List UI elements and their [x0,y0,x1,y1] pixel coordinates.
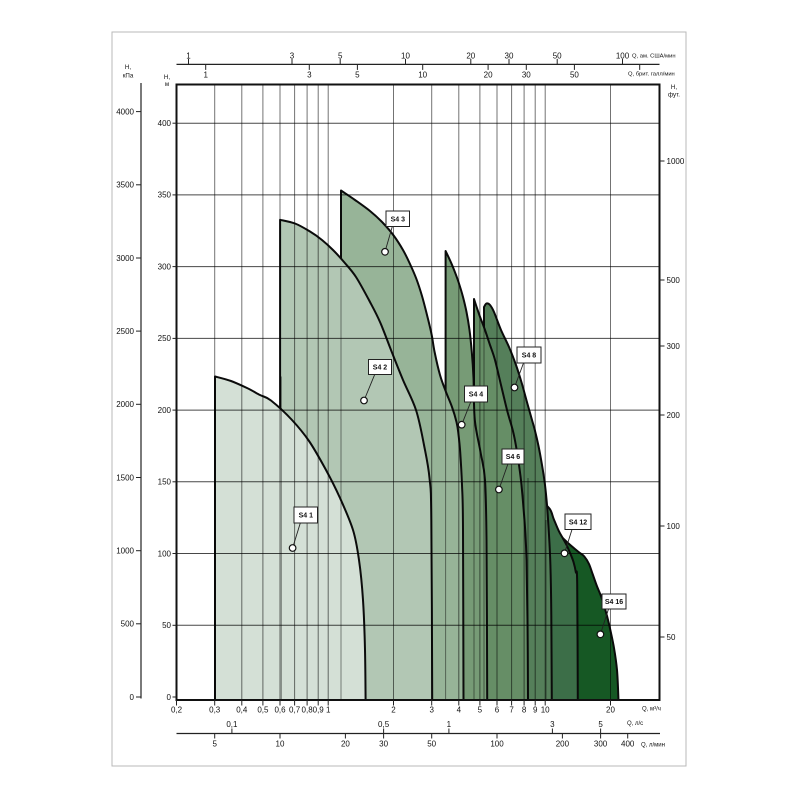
svg-text:Q, брит. галл/мин: Q, брит. галл/мин [628,72,675,78]
svg-text:50: 50 [553,52,562,61]
svg-text:S4 2: S4 2 [373,365,388,372]
svg-text:0,8: 0,8 [302,706,314,715]
svg-text:30: 30 [522,71,531,80]
svg-text:500: 500 [121,620,135,629]
svg-text:S4 3: S4 3 [391,216,406,223]
svg-text:S4 8: S4 8 [522,353,537,360]
svg-text:2000: 2000 [116,400,134,409]
svg-text:50: 50 [667,633,676,642]
svg-text:S4 12: S4 12 [569,519,587,526]
svg-text:1000: 1000 [667,157,685,166]
svg-text:150: 150 [158,478,172,487]
svg-text:350: 350 [158,191,172,200]
svg-text:100: 100 [667,522,681,531]
svg-text:300: 300 [158,262,172,271]
svg-text:250: 250 [158,334,172,343]
svg-text:0,4: 0,4 [236,706,248,715]
svg-text:5: 5 [478,706,483,715]
svg-text:50: 50 [570,71,579,80]
svg-text:1500: 1500 [116,473,134,482]
svg-text:0,3: 0,3 [209,706,221,715]
svg-text:1000: 1000 [116,547,134,556]
svg-text:0,6: 0,6 [274,706,286,715]
svg-text:100: 100 [158,549,172,558]
svg-text:10: 10 [541,706,550,715]
svg-text:100: 100 [490,740,504,749]
svg-text:20: 20 [484,71,493,80]
svg-text:Q, м³/ч: Q, м³/ч [642,707,661,713]
svg-text:50: 50 [427,740,436,749]
svg-text:0: 0 [167,693,172,702]
svg-text:0,5: 0,5 [378,720,390,729]
svg-text:0,7: 0,7 [289,706,301,715]
svg-text:1: 1 [326,706,331,715]
svg-text:300: 300 [594,740,608,749]
svg-text:Q, л/с: Q, л/с [627,721,643,727]
svg-text:200: 200 [556,740,570,749]
svg-text:фут.: фут. [668,92,680,99]
svg-text:5: 5 [598,720,603,729]
svg-text:30: 30 [379,740,388,749]
svg-text:кПа: кПа [123,73,134,80]
svg-text:S4 1: S4 1 [299,513,314,520]
svg-text:4: 4 [457,706,462,715]
svg-text:3: 3 [290,52,295,61]
svg-text:7: 7 [509,706,514,715]
svg-text:0,9: 0,9 [313,706,325,715]
svg-text:S4 6: S4 6 [506,454,521,461]
svg-text:400: 400 [158,119,172,128]
svg-text:3000: 3000 [116,254,134,263]
svg-text:10: 10 [418,71,427,80]
svg-text:200: 200 [158,406,172,415]
svg-text:S4 4: S4 4 [469,392,484,399]
svg-text:0,1: 0,1 [226,720,238,729]
svg-text:300: 300 [667,342,681,351]
svg-text:20: 20 [466,52,475,61]
svg-text:10: 10 [401,52,410,61]
svg-text:H,: H, [164,74,170,81]
svg-text:100: 100 [616,52,630,61]
svg-text:2500: 2500 [116,327,134,336]
svg-text:10: 10 [276,740,285,749]
svg-text:2: 2 [391,706,396,715]
svg-text:1: 1 [447,720,452,729]
svg-text:5: 5 [338,52,343,61]
svg-text:3: 3 [307,71,312,80]
svg-text:S4 16: S4 16 [605,599,623,606]
svg-text:200: 200 [667,411,681,420]
svg-text:Q, ам. США/мин: Q, ам. США/мин [632,54,676,60]
svg-text:м: м [165,81,169,88]
svg-text:5: 5 [355,71,360,80]
svg-text:1: 1 [203,71,208,80]
svg-text:H,: H, [125,64,131,71]
svg-text:20: 20 [341,740,350,749]
svg-text:H,: H, [671,84,677,91]
svg-text:20: 20 [606,706,615,715]
svg-text:3: 3 [550,720,555,729]
svg-text:9: 9 [533,706,538,715]
svg-text:5: 5 [212,740,217,749]
svg-text:500: 500 [667,276,681,285]
svg-text:3500: 3500 [116,181,134,190]
svg-text:0,5: 0,5 [257,706,269,715]
svg-text:0,2: 0,2 [171,706,183,715]
svg-text:4000: 4000 [116,107,134,116]
svg-text:3: 3 [429,706,434,715]
svg-text:30: 30 [505,52,514,61]
svg-text:0: 0 [130,693,135,702]
svg-text:400: 400 [621,740,635,749]
svg-text:6: 6 [495,706,500,715]
svg-text:Q, л/мин: Q, л/мин [641,743,665,749]
svg-text:1: 1 [186,52,191,61]
svg-text:50: 50 [162,621,171,630]
svg-text:8: 8 [522,706,527,715]
